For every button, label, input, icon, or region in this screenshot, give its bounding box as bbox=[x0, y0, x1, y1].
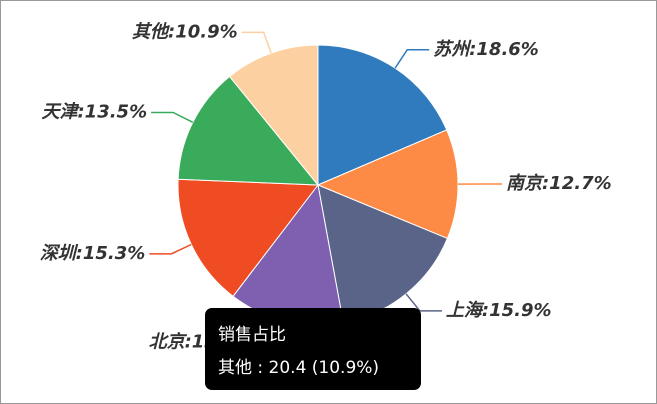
tooltip-text: 其他 : 20.4 (10.9%) bbox=[218, 358, 379, 378]
tooltip: 销售占比 其他 : 20.4 (10.9%) bbox=[205, 308, 421, 390]
data-label: 其他:10.9% bbox=[132, 21, 238, 42]
slice bbox=[317, 44, 448, 186]
label-line bbox=[149, 243, 192, 255]
slice bbox=[316, 129, 459, 240]
data-label: 天津:13.5% bbox=[41, 101, 147, 122]
tooltip-box bbox=[205, 308, 421, 390]
label-line bbox=[241, 31, 272, 54]
label-line bbox=[151, 111, 194, 124]
data-label: 苏州:18.6% bbox=[433, 39, 539, 60]
data-label: 深圳:15.3% bbox=[40, 243, 146, 264]
label-line bbox=[405, 293, 442, 312]
pie bbox=[177, 44, 459, 326]
data-label: 南京:12.7% bbox=[506, 173, 612, 194]
data-label: 上海:15.9% bbox=[446, 300, 552, 321]
slice bbox=[177, 75, 320, 186]
label-line bbox=[394, 49, 430, 69]
tooltip-title: 销售占比 bbox=[218, 325, 286, 345]
